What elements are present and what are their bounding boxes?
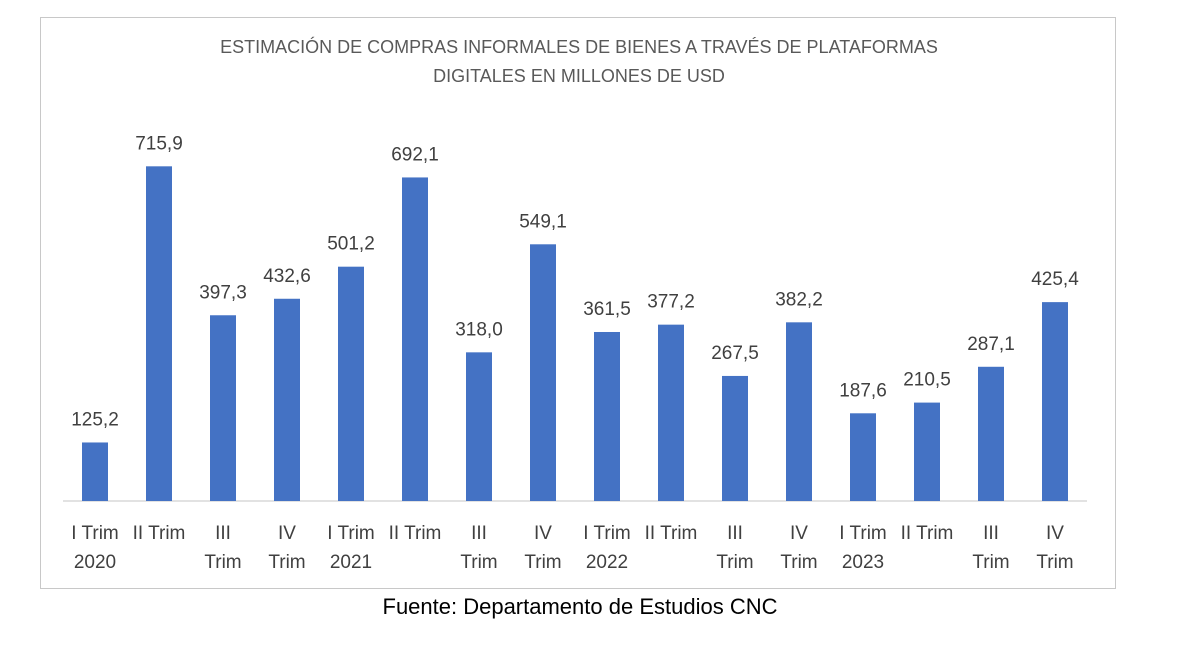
x-tick-label: IV	[278, 523, 296, 544]
data-label: 425,4	[1031, 269, 1079, 290]
data-label: 318,0	[455, 319, 503, 340]
data-label: 267,5	[711, 343, 759, 364]
source-note: Fuente: Departamento de Estudios CNC	[382, 594, 778, 619]
x-tick-label: II Trim	[389, 523, 442, 544]
x-tick-label: IV	[1046, 523, 1064, 544]
x-tick-label: Trim	[1036, 552, 1073, 573]
x-tick-label: 2023	[842, 552, 884, 573]
bar	[594, 331, 620, 501]
data-label: 382,2	[775, 289, 823, 310]
data-label: 287,1	[967, 334, 1015, 355]
x-tick-label: 2020	[74, 552, 116, 573]
x-tick-label: I Trim	[327, 523, 375, 544]
bar	[786, 322, 812, 501]
bar	[914, 402, 940, 501]
data-label: 501,2	[327, 234, 375, 255]
x-tick-label: Trim	[972, 552, 1009, 573]
bar	[274, 298, 300, 501]
x-tick-label: III	[215, 523, 231, 544]
bar	[658, 324, 684, 501]
x-tick-label: IV	[790, 523, 808, 544]
x-tick-label: Trim	[204, 552, 241, 573]
data-label: 125,2	[71, 409, 119, 430]
x-tick-label: I Trim	[71, 523, 119, 544]
bar	[466, 352, 492, 501]
data-label: 210,5	[903, 370, 951, 391]
bar	[850, 413, 876, 501]
x-tick-label: II Trim	[133, 523, 186, 544]
data-label: 377,2	[647, 292, 695, 313]
data-label: 397,3	[199, 282, 247, 303]
x-tick-label: Trim	[716, 552, 753, 573]
x-tick-label: II Trim	[901, 523, 954, 544]
x-tick-label: Trim	[524, 552, 561, 573]
data-label: 361,5	[583, 299, 631, 320]
data-label: 692,1	[391, 144, 439, 165]
data-label: 549,1	[519, 211, 567, 232]
x-tick-label: I Trim	[839, 523, 887, 544]
chart-title-line: DIGITALES EN MILLONES DE USD	[433, 66, 725, 86]
x-tick-label: Trim	[460, 552, 497, 573]
x-tick-label: I Trim	[583, 523, 631, 544]
bar	[146, 166, 172, 501]
chart-area: ESTIMACIÓN DE COMPRAS INFORMALES DE BIEN…	[40, 17, 1116, 589]
bar	[210, 315, 236, 501]
bar	[82, 442, 108, 501]
x-tick-label: II Trim	[645, 523, 698, 544]
bar	[1042, 302, 1068, 501]
bar-chart: ESTIMACIÓN DE COMPRAS INFORMALES DE BIEN…	[63, 36, 1087, 573]
data-label: 432,6	[263, 266, 311, 287]
x-tick-label: III	[727, 523, 743, 544]
x-tick-label: 2022	[586, 552, 628, 573]
x-tick-label: III	[983, 523, 999, 544]
data-label: 715,9	[135, 133, 183, 154]
bar	[978, 366, 1004, 501]
x-tick-label: IV	[534, 523, 552, 544]
bar	[722, 375, 748, 501]
bar	[530, 244, 556, 501]
data-label: 187,6	[839, 380, 887, 401]
bar	[402, 177, 428, 502]
x-tick-label: Trim	[268, 552, 305, 573]
x-tick-label: Trim	[780, 552, 817, 573]
bar	[338, 266, 364, 501]
x-tick-label: III	[471, 523, 487, 544]
chart-title-line: ESTIMACIÓN DE COMPRAS INFORMALES DE BIEN…	[220, 36, 938, 57]
x-tick-label: 2021	[330, 552, 372, 573]
